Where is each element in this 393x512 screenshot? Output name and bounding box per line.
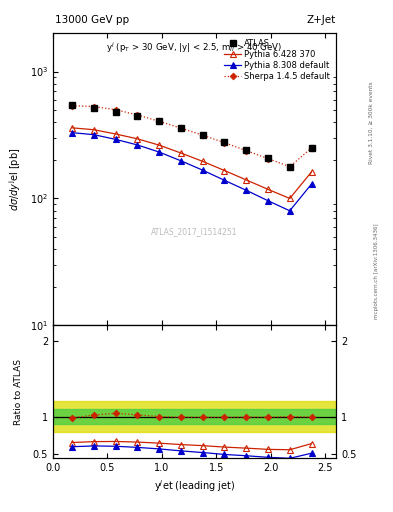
Pythia 6.428 370 (309, 169, 314, 175)
Pythia 8.308 default (92, 132, 96, 138)
ATLAS (309, 144, 314, 151)
Text: ATLAS_2017_I1514251: ATLAS_2017_I1514251 (151, 227, 238, 237)
ATLAS (135, 113, 140, 119)
Line: Pythia 8.308 default: Pythia 8.308 default (69, 129, 315, 214)
Pythia 8.308 default (244, 187, 249, 194)
Pythia 6.428 370 (135, 136, 140, 142)
Pythia 6.428 370 (92, 126, 96, 133)
ATLAS (70, 101, 74, 108)
Y-axis label: Ratio to ATLAS: Ratio to ATLAS (14, 359, 23, 425)
X-axis label: y$^{j}$et (leading jet): y$^{j}$et (leading jet) (154, 479, 235, 495)
Pythia 8.308 default (70, 130, 74, 136)
Pythia 8.308 default (222, 177, 227, 183)
Text: Rivet 3.1.10, ≥ 300k events: Rivet 3.1.10, ≥ 300k events (369, 81, 374, 164)
Pythia 8.308 default (178, 158, 183, 164)
Sherpa 1.4.5 default (70, 102, 74, 109)
ATLAS (222, 139, 227, 145)
Sherpa 1.4.5 default (157, 118, 162, 124)
Sherpa 1.4.5 default (266, 156, 270, 162)
Sherpa 1.4.5 default (135, 112, 140, 118)
Pythia 6.428 370 (157, 142, 162, 148)
Sherpa 1.4.5 default (113, 106, 118, 113)
Pythia 8.308 default (157, 149, 162, 155)
Pythia 6.428 370 (266, 186, 270, 193)
Legend: ATLAS, Pythia 6.428 370, Pythia 8.308 default, Sherpa 1.4.5 default: ATLAS, Pythia 6.428 370, Pythia 8.308 de… (223, 37, 332, 83)
Sherpa 1.4.5 default (200, 132, 205, 138)
Text: 13000 GeV pp: 13000 GeV pp (55, 14, 129, 25)
Sherpa 1.4.5 default (287, 164, 292, 170)
Pythia 8.308 default (287, 208, 292, 214)
Pythia 6.428 370 (244, 177, 249, 183)
Line: Sherpa 1.4.5 default: Sherpa 1.4.5 default (70, 103, 314, 169)
Text: Z+Jet: Z+Jet (307, 14, 336, 25)
Sherpa 1.4.5 default (178, 125, 183, 131)
Sherpa 1.4.5 default (222, 140, 227, 146)
Sherpa 1.4.5 default (309, 145, 314, 151)
Pythia 6.428 370 (178, 150, 183, 156)
Pythia 6.428 370 (200, 158, 205, 164)
Pythia 8.308 default (113, 136, 118, 142)
Pythia 8.308 default (309, 181, 314, 187)
Text: mcplots.cern.ch [arXiv:1306.3436]: mcplots.cern.ch [arXiv:1306.3436] (374, 224, 379, 319)
Sherpa 1.4.5 default (244, 147, 249, 154)
ATLAS (244, 147, 249, 153)
Sherpa 1.4.5 default (92, 103, 96, 110)
Line: Pythia 6.428 370: Pythia 6.428 370 (69, 124, 315, 202)
Pythia 6.428 370 (113, 131, 118, 137)
ATLAS (287, 164, 292, 170)
Pythia 6.428 370 (287, 196, 292, 202)
Pythia 8.308 default (200, 167, 205, 173)
Y-axis label: $d\sigma/dy^{\rm j}$el [pb]: $d\sigma/dy^{\rm j}$el [pb] (7, 147, 23, 211)
ATLAS (266, 155, 270, 161)
ATLAS (178, 124, 183, 131)
ATLAS (113, 109, 118, 115)
ATLAS (92, 104, 96, 111)
Line: ATLAS: ATLAS (69, 101, 315, 170)
ATLAS (157, 118, 162, 124)
Text: y$^{j}$ (p$_{\rm T}$ > 30 GeV, |y| < 2.5, m$_{ll}$ > 40 GeV): y$^{j}$ (p$_{\rm T}$ > 30 GeV, |y| < 2.5… (107, 40, 283, 55)
Pythia 8.308 default (135, 142, 140, 148)
Pythia 6.428 370 (222, 167, 227, 174)
Pythia 8.308 default (266, 198, 270, 204)
Pythia 6.428 370 (70, 125, 74, 131)
ATLAS (200, 132, 205, 138)
